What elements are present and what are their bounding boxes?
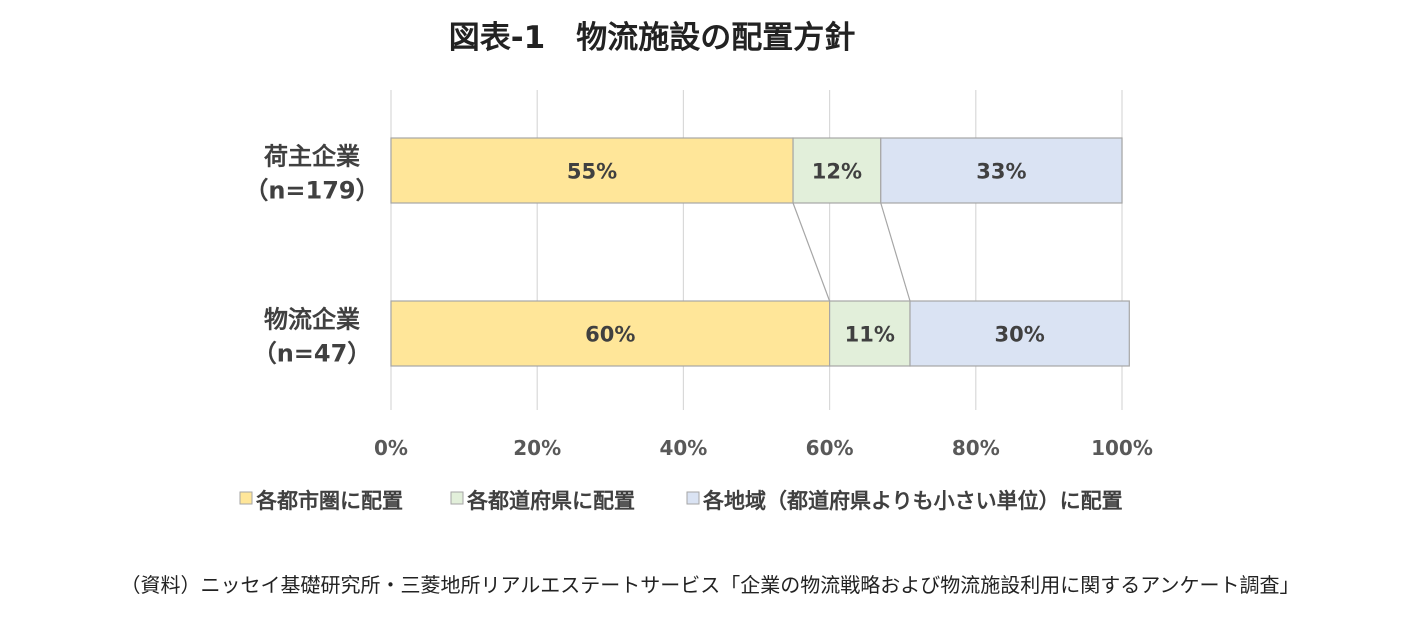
category-label: 荷主企業 bbox=[264, 143, 360, 171]
legend-swatch bbox=[686, 491, 700, 505]
x-tick-label: 100% bbox=[1091, 436, 1153, 460]
legend-swatch bbox=[239, 491, 253, 505]
legend-swatch bbox=[450, 491, 464, 505]
category-sublabel: （n=47） bbox=[253, 340, 372, 368]
category-sublabel: （n=179） bbox=[244, 177, 379, 205]
data-label: 55% bbox=[567, 160, 617, 184]
x-axis-tick-labels: 0% 20% 40% 60% 80% 100% bbox=[374, 436, 1153, 460]
bar-segment bbox=[880, 137, 1123, 204]
bar-segment bbox=[390, 300, 831, 367]
legend-label: 各都市圏に配置 bbox=[255, 489, 403, 513]
data-label: 11% bbox=[845, 323, 895, 347]
x-tick-label: 80% bbox=[952, 436, 1000, 460]
legend-label: 各都道府県に配置 bbox=[466, 489, 635, 513]
series-line bbox=[792, 202, 831, 302]
legend: 各都市圏に配置 各都道府県に配置 各地域（都道府県よりも小さい単位）に配置 bbox=[239, 489, 1123, 513]
x-tick-label: 20% bbox=[513, 436, 561, 460]
bar-segment bbox=[390, 137, 794, 204]
category-labels: 荷主企業 （n=179） 物流企業 （n=47） bbox=[244, 143, 379, 368]
series-lines bbox=[792, 202, 911, 302]
bar-segment bbox=[828, 300, 911, 367]
x-tick-label: 0% bbox=[374, 436, 408, 460]
x-tick-label: 40% bbox=[659, 436, 707, 460]
legend-label: 各地域（都道府県よりも小さい単位）に配置 bbox=[702, 489, 1123, 513]
data-label: 12% bbox=[812, 160, 862, 184]
bar-segment bbox=[909, 300, 1130, 367]
bars: 55% 12% 33% 60% 11% 30% bbox=[390, 137, 1130, 367]
source-note: （資料）ニッセイ基礎研究所・三菱地所リアルエステートサービス「企業の物流戦略およ… bbox=[121, 573, 1300, 597]
data-label: 33% bbox=[976, 160, 1026, 184]
series-line bbox=[880, 202, 911, 302]
chart-title: 図表-1 物流施設の配置方針 bbox=[449, 20, 855, 56]
category-label: 物流企業 bbox=[264, 306, 360, 334]
x-tick-label: 60% bbox=[806, 436, 854, 460]
data-label: 30% bbox=[995, 323, 1045, 347]
data-label: 60% bbox=[585, 323, 635, 347]
